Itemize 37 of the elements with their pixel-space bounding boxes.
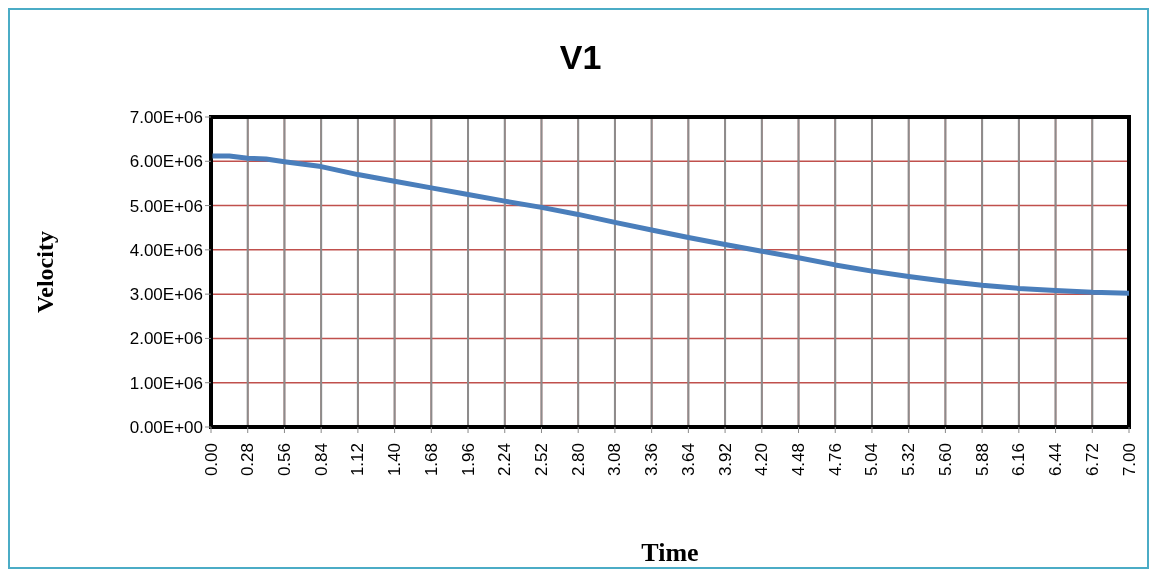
x-tick-label: 1.96 bbox=[458, 443, 478, 477]
y-tick-label: 7.00E+06 bbox=[129, 108, 203, 128]
x-tick-label: 6.72 bbox=[1082, 443, 1102, 477]
x-tick-label: 1.68 bbox=[421, 443, 441, 477]
y-tick-label: 6.00E+06 bbox=[129, 152, 203, 172]
x-tick-label: 4.76 bbox=[825, 443, 845, 477]
x-tick-label: 3.36 bbox=[642, 443, 662, 477]
x-tick-label: 7.00 bbox=[1119, 443, 1139, 477]
y-axis-title: Velocity bbox=[31, 231, 58, 313]
chart-title: V1 bbox=[558, 38, 603, 77]
x-tick-label: 2.80 bbox=[568, 443, 588, 477]
x-tick-label: 6.44 bbox=[1046, 443, 1066, 477]
x-tick-label: 6.16 bbox=[1009, 443, 1029, 477]
x-tick-label: 2.52 bbox=[531, 443, 551, 477]
y-tick-label: 3.00E+06 bbox=[129, 285, 203, 305]
y-tick-label: 2.00E+06 bbox=[129, 329, 203, 349]
y-tick-label: 1.00E+06 bbox=[129, 373, 203, 393]
y-tick-label: 5.00E+06 bbox=[129, 196, 203, 216]
x-tick-label: 5.32 bbox=[899, 443, 919, 477]
x-tick-label: 1.40 bbox=[385, 443, 405, 477]
y-tick-label: 4.00E+06 bbox=[129, 240, 203, 260]
x-tick-label: 1.12 bbox=[348, 443, 368, 477]
x-tick-label: 0.84 bbox=[311, 443, 331, 477]
x-tick-label: 3.64 bbox=[678, 443, 698, 477]
x-tick-label: 0.28 bbox=[238, 443, 258, 477]
x-tick-label: 5.04 bbox=[862, 443, 882, 477]
y-tick-label: 0.00E+00 bbox=[129, 418, 203, 438]
x-tick-label: 4.20 bbox=[752, 443, 772, 477]
x-tick-label: 3.08 bbox=[605, 443, 625, 477]
x-tick-label: 2.24 bbox=[495, 443, 515, 477]
x-tick-label: 5.60 bbox=[935, 443, 955, 477]
x-tick-label: 0.56 bbox=[274, 443, 294, 477]
x-tick-label: 3.92 bbox=[715, 443, 735, 477]
x-tick-label: 4.48 bbox=[789, 443, 809, 477]
x-tick-label: 0.00 bbox=[201, 443, 221, 477]
x-axis-title: Time bbox=[641, 538, 699, 567]
x-tick-label: 5.88 bbox=[972, 443, 992, 477]
